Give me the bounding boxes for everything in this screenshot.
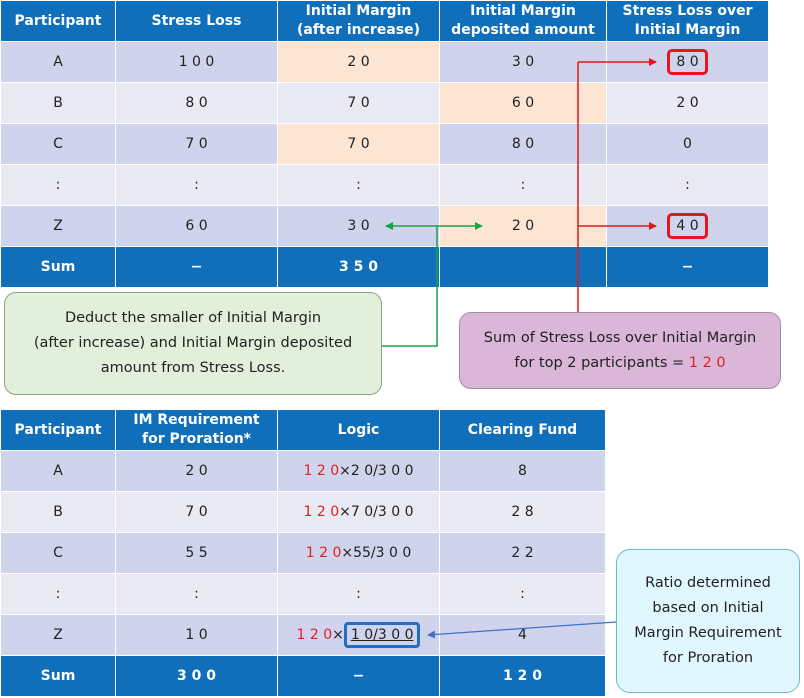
callout-text: amount from Stress Loss. — [100, 360, 286, 376]
callout-text: for top 2 participants = — [514, 354, 689, 371]
table-row: A 2 0 1 2 0×2 0/3 0 0 8 — [0, 450, 606, 492]
cell-im-after: 7 0 — [277, 82, 440, 124]
table-row: B 7 0 1 2 0×7 0/3 0 0 2 8 — [0, 491, 606, 533]
header-im-deposited: Initial Margin deposited amount — [439, 0, 607, 42]
callout-text: Deduct the smaller of Initial Margin — [64, 310, 322, 326]
cell-participant: C — [0, 532, 116, 574]
top-value-highlight: 4 0 — [667, 213, 708, 239]
cell-logic: 1 2 0×7 0/3 0 0 — [277, 491, 440, 533]
header-stress-loss-over-im: Stress Loss over Initial Margin — [606, 0, 769, 42]
cell-im-after: 7 0 — [277, 123, 440, 165]
cell-im-dep: 8 0 — [439, 123, 607, 165]
cell-stress-loss: 6 0 — [115, 205, 278, 247]
cell-over: 4 0 — [606, 205, 769, 247]
header-logic: Logic — [277, 409, 440, 451]
callout-text: (after increase) and Initial Margin depo… — [33, 335, 353, 351]
cell-stress-loss: 8 0 — [115, 82, 278, 124]
table-row: : : : : : — [0, 164, 769, 206]
cell-participant: A — [0, 41, 116, 83]
cell-stress-loss: : — [115, 164, 278, 206]
table-row: Z 6 0 3 0 2 0 4 0 — [0, 205, 769, 247]
deduct-note-callout: Deduct the smaller of Initial Margin (af… — [4, 292, 382, 395]
table-header-row: Participant IM Requirement for Proration*… — [0, 409, 606, 451]
cell-sum-fund: 1 2 0 — [439, 655, 606, 697]
cell-im-req: 2 0 — [115, 450, 278, 492]
header-im-after-increase: Initial Margin (after increase) — [277, 0, 440, 42]
sum-row: Sum 3 0 0 − 1 2 0 — [0, 655, 606, 697]
callout-text: Margin Requirement — [634, 625, 782, 641]
header-participant: Participant — [0, 409, 116, 451]
cell-im-dep: 6 0 — [439, 82, 607, 124]
table-header-row: Participant Stress Loss Initial Margin (a… — [0, 0, 769, 42]
header-im-requirement: IM Requirement for Proration* — [115, 409, 278, 451]
callout-text: Ratio determined — [645, 575, 771, 591]
cell-sum-im-after: 3 5 0 — [277, 246, 440, 288]
header-stress-loss: Stress Loss — [115, 0, 278, 42]
stress-loss-table: Participant Stress Loss Initial Margin (a… — [0, 0, 769, 288]
cell-logic: 1 2 0× 1 0/3 0 0 — [277, 614, 440, 656]
cell-im-dep: 2 0 — [439, 205, 607, 247]
cell-im-req: : — [115, 573, 278, 615]
cell-sum-label: Sum — [0, 655, 116, 697]
cell-participant: B — [0, 491, 116, 533]
cell-fund: 8 — [439, 450, 606, 492]
cell-sum-over: − — [606, 246, 769, 288]
cell-participant: Z — [0, 205, 116, 247]
cell-im-after: 3 0 — [277, 205, 440, 247]
top2-sum-callout: Sum of Stress Loss over Initial Margin f… — [459, 312, 781, 389]
callout-value: 1 2 0 — [688, 354, 726, 371]
cell-sum-logic: − — [277, 655, 440, 697]
cell-logic: 1 2 0×55/3 0 0 — [277, 532, 440, 574]
cell-fund: : — [439, 573, 606, 615]
cell-im-req: 5 5 — [115, 532, 278, 574]
table-row: A 1 0 0 2 0 3 0 8 0 — [0, 41, 769, 83]
cell-im-req: 1 0 — [115, 614, 278, 656]
table-row: C 7 0 7 0 8 0 0 — [0, 123, 769, 165]
cell-im-req: 7 0 — [115, 491, 278, 533]
table-row: : : : : — [0, 573, 606, 615]
callout-text: based on Initial — [652, 600, 764, 616]
table-row: Z 1 0 1 2 0× 1 0/3 0 0 4 — [0, 614, 606, 656]
header-participant: Participant — [0, 0, 116, 42]
cell-over: : — [606, 164, 769, 206]
cell-sum-im-dep — [439, 246, 607, 288]
clearing-fund-table: Participant IM Requirement for Proration*… — [0, 409, 606, 697]
cell-im-dep: : — [439, 164, 607, 206]
ratio-note-callout: Ratio determined based on Initial Margin… — [616, 549, 800, 693]
cell-sum-label: Sum — [0, 246, 116, 288]
cell-logic: : — [277, 573, 440, 615]
cell-fund: 2 2 — [439, 532, 606, 574]
cell-participant: A — [0, 450, 116, 492]
header-clearing-fund: Clearing Fund — [439, 409, 606, 451]
cell-stress-loss: 1 0 0 — [115, 41, 278, 83]
cell-over: 8 0 — [606, 41, 769, 83]
cell-im-after: : — [277, 164, 440, 206]
cell-participant: : — [0, 573, 116, 615]
cell-im-dep: 3 0 — [439, 41, 607, 83]
ratio-highlight: 1 0/3 0 0 — [343, 622, 421, 648]
cell-fund: 4 — [439, 614, 606, 656]
cell-sum-im-req: 3 0 0 — [115, 655, 278, 697]
cell-stress-loss: 7 0 — [115, 123, 278, 165]
cell-over: 0 — [606, 123, 769, 165]
cell-participant: : — [0, 164, 116, 206]
cell-participant: B — [0, 82, 116, 124]
callout-text: Sum of Stress Loss over Initial Margin — [483, 329, 757, 346]
table-row: B 8 0 7 0 6 0 2 0 — [0, 82, 769, 124]
cell-fund: 2 8 — [439, 491, 606, 533]
sum-row: Sum − 3 5 0 − — [0, 246, 769, 288]
cell-logic: 1 2 0×2 0/3 0 0 — [277, 450, 440, 492]
cell-im-after: 2 0 — [277, 41, 440, 83]
cell-participant: C — [0, 123, 116, 165]
cell-participant: Z — [0, 614, 116, 656]
top-value-highlight: 8 0 — [667, 49, 708, 75]
callout-text: for Proration — [662, 650, 754, 666]
table-row: C 5 5 1 2 0×55/3 0 0 2 2 — [0, 532, 606, 574]
cell-over: 2 0 — [606, 82, 769, 124]
cell-sum-stress-loss: − — [115, 246, 278, 288]
